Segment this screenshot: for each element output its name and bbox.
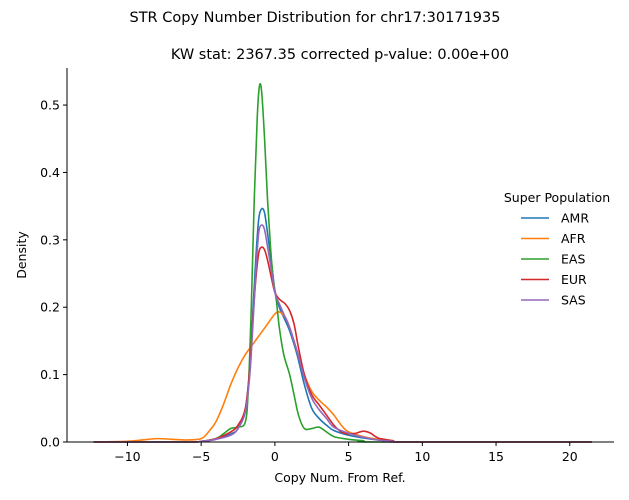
- chart-title: KW stat: 2367.35 corrected p-value: 0.00…: [171, 47, 509, 63]
- x-axis-ticks: −10 −5 0 5 10 15 20: [114, 442, 578, 464]
- legend-label-eas: EAS: [561, 252, 585, 267]
- series-lines: [93, 82, 592, 443]
- legend-title: Super Population: [504, 190, 610, 205]
- x-axis-label: Copy Num. From Ref.: [274, 470, 405, 485]
- y-tick-label: 0.4: [40, 165, 60, 180]
- x-tick-label: 10: [414, 449, 430, 464]
- y-tick-label: 0.0: [40, 435, 60, 450]
- chart-suptitle: STR Copy Number Distribution for chr17:3…: [129, 10, 500, 26]
- series-line-afr: [93, 310, 592, 443]
- x-tick-label: 0: [271, 449, 279, 464]
- legend-label-eur: EUR: [561, 272, 587, 287]
- y-axis-label: Density: [14, 231, 29, 279]
- y-tick-label: 0.3: [40, 232, 60, 247]
- y-tick-label: 0.2: [40, 300, 60, 315]
- legend-label-sas: SAS: [561, 293, 586, 308]
- legend-label-amr: AMR: [561, 211, 589, 226]
- y-tick-label: 0.5: [40, 98, 60, 113]
- x-tick-label: 20: [562, 449, 578, 464]
- series-line-sas: [93, 224, 592, 443]
- y-tick-label: 0.1: [40, 367, 60, 382]
- x-tick-label: −5: [192, 449, 210, 464]
- legend-items: AMR AFR EAS EUR SAS: [521, 211, 589, 308]
- legend: Super Population AMR AFR EAS EUR SAS: [504, 190, 610, 308]
- x-tick-label: −10: [114, 449, 140, 464]
- x-tick-label: 5: [345, 449, 353, 464]
- series-line-eas: [93, 82, 592, 443]
- x-tick-label: 15: [488, 449, 504, 464]
- y-axis-ticks: 0.0 0.1 0.2 0.3 0.4 0.5: [40, 98, 67, 450]
- series-line-amr: [93, 207, 592, 443]
- series-line-eur: [93, 246, 592, 443]
- legend-label-afr: AFR: [561, 231, 586, 246]
